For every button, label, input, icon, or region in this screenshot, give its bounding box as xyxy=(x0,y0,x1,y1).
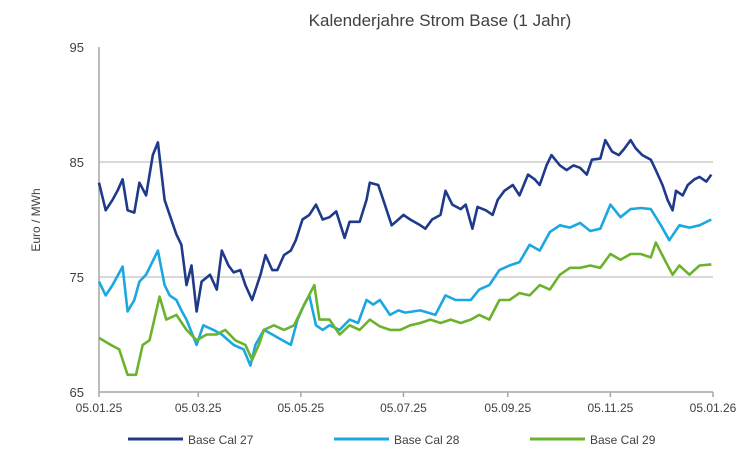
legend: Base Cal 27 Base Cal 28 Base Cal 29 xyxy=(128,433,656,447)
series-line-base-cal-27 xyxy=(97,138,713,313)
series-line-base-cal-29 xyxy=(98,241,712,377)
y-axis-ticks: 65 75 85 95 xyxy=(70,40,84,400)
legend-label: Base Cal 28 xyxy=(394,433,460,447)
legend-label: Base Cal 29 xyxy=(590,433,656,447)
y-axis-label: Euro / MWh xyxy=(29,188,43,251)
x-tick-label: 05.11.25 xyxy=(587,401,633,415)
legend-label: Base Cal 27 xyxy=(188,433,254,447)
y-tick-label: 85 xyxy=(70,155,84,170)
x-tick-label: 05.05.25 xyxy=(278,401,325,415)
legend-item: Base Cal 28 xyxy=(334,433,460,447)
series-line-base-cal-28 xyxy=(97,203,712,367)
legend-item: Base Cal 27 xyxy=(128,433,254,447)
x-tick-label: 05.01.26 xyxy=(690,401,737,415)
chart-title: Kalenderjahre Strom Base (1 Jahr) xyxy=(309,11,572,30)
y-tick-label: 65 xyxy=(70,385,84,400)
x-tick-label: 05.07.25 xyxy=(380,401,427,415)
x-tick-label: 05.03.25 xyxy=(175,401,222,415)
legend-item: Base Cal 29 xyxy=(530,433,656,447)
gridlines xyxy=(99,161,713,278)
x-tick-label: 05.09.25 xyxy=(484,401,531,415)
series-lines xyxy=(97,138,713,377)
x-tick-label: 05.01.25 xyxy=(76,401,123,415)
y-tick-label: 95 xyxy=(70,40,84,55)
y-tick-label: 75 xyxy=(70,270,84,285)
x-axis-ticks: 05.01.25 05.03.25 05.05.25 05.07.25 05.09.25… xyxy=(76,392,737,415)
